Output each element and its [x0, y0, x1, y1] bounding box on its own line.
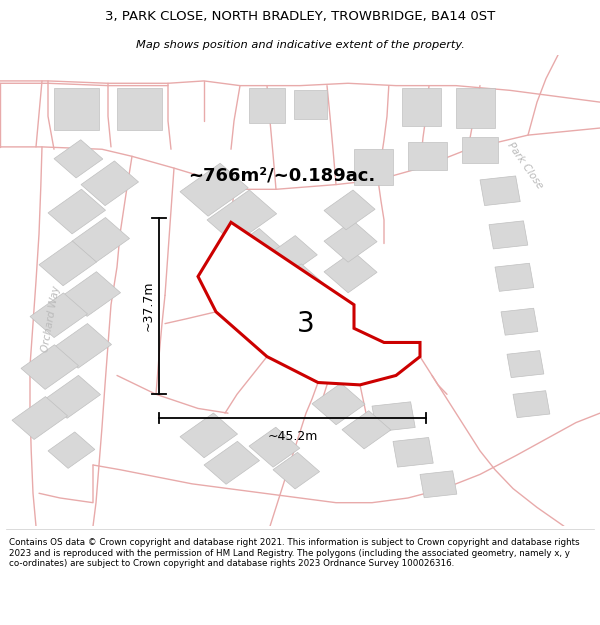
Bar	[393, 438, 433, 467]
Text: Map shows position and indicative extent of the property.: Map shows position and indicative extent…	[136, 40, 464, 50]
Bar	[249, 88, 285, 123]
Bar	[294, 91, 327, 119]
Bar	[264, 236, 317, 277]
Bar	[54, 324, 112, 368]
Bar	[495, 263, 534, 291]
Bar	[312, 383, 365, 425]
Bar	[228, 229, 283, 272]
Bar	[324, 251, 377, 292]
Bar	[507, 351, 544, 378]
Bar	[207, 190, 277, 244]
Bar	[372, 402, 415, 432]
Text: Orchard Way: Orchard Way	[40, 285, 62, 353]
Bar	[54, 88, 99, 131]
Bar	[489, 221, 528, 249]
Bar	[501, 308, 538, 335]
Bar	[81, 161, 139, 206]
Text: ~37.7m: ~37.7m	[142, 281, 155, 331]
Bar	[249, 428, 300, 467]
Bar	[462, 138, 498, 163]
Bar	[402, 88, 441, 126]
Bar	[408, 142, 447, 171]
Bar	[39, 241, 97, 286]
Text: Park Close: Park Close	[505, 141, 545, 191]
Text: ~45.2m: ~45.2m	[268, 430, 317, 443]
Text: 3, PARK CLOSE, NORTH BRADLEY, TROWBRIDGE, BA14 0ST: 3, PARK CLOSE, NORTH BRADLEY, TROWBRIDGE…	[105, 10, 495, 23]
Bar	[48, 432, 95, 468]
Bar	[63, 272, 121, 316]
Text: ~766m²/~0.189ac.: ~766m²/~0.189ac.	[188, 166, 376, 184]
Bar	[30, 293, 88, 338]
Bar	[270, 264, 323, 305]
Bar	[72, 217, 130, 262]
Bar	[513, 391, 550, 418]
Bar	[420, 471, 457, 498]
Bar	[480, 176, 520, 206]
Bar	[12, 397, 68, 439]
Bar	[117, 88, 162, 131]
Bar	[324, 190, 375, 230]
Bar	[456, 88, 495, 128]
Bar	[180, 413, 238, 458]
Bar	[204, 441, 260, 484]
Text: 3: 3	[297, 309, 315, 338]
Bar	[45, 376, 101, 418]
Bar	[324, 221, 377, 262]
Bar	[273, 452, 320, 489]
Polygon shape	[198, 222, 420, 385]
Bar	[54, 140, 103, 178]
Bar	[21, 345, 79, 389]
Bar	[48, 189, 106, 234]
Text: Contains OS data © Crown copyright and database right 2021. This information is : Contains OS data © Crown copyright and d…	[9, 538, 580, 568]
Bar	[354, 149, 393, 184]
Bar	[180, 163, 248, 216]
Bar	[342, 411, 391, 449]
